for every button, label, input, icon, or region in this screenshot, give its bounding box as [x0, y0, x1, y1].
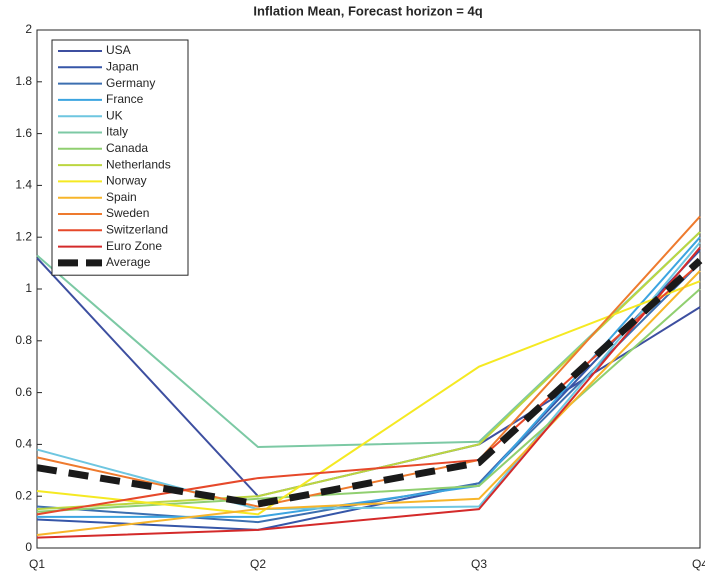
series-line — [36, 241, 701, 511]
x-tick-label: Q2 — [250, 557, 266, 571]
series-line — [36, 249, 701, 531]
legend-label: France — [106, 92, 144, 106]
legend-label: Spain — [106, 190, 137, 204]
legend-label: Netherlands — [106, 157, 171, 171]
series-line — [36, 257, 703, 508]
y-tick-label: 0.4 — [15, 437, 32, 451]
legend-label: Sweden — [106, 206, 149, 220]
series-line — [36, 270, 701, 537]
legend-label: Italy — [106, 125, 128, 139]
y-tick-label: 1.4 — [15, 178, 32, 192]
y-tick-label: 1 — [25, 281, 32, 295]
x-tick-label: Q3 — [471, 557, 487, 571]
y-tick-label: 1.8 — [15, 74, 32, 88]
series-line — [36, 280, 701, 516]
y-tick-label: 2 — [25, 22, 32, 36]
legend-label: Canada — [106, 141, 148, 155]
chart-title: Inflation Mean, Forecast horizon = 4q — [253, 3, 482, 18]
legend-label: USA — [106, 43, 131, 57]
legend-label: Japan — [106, 59, 139, 73]
legend-label: Germany — [106, 76, 155, 90]
series-line — [36, 288, 701, 513]
x-tick-label: Q1 — [29, 557, 45, 571]
y-tick-label: 1.2 — [15, 229, 32, 243]
series-line — [36, 262, 701, 516]
legend-label: Switzerland — [106, 222, 168, 236]
series-line — [36, 246, 701, 539]
y-tick-label: 0.6 — [15, 385, 32, 399]
legend-label: Euro Zone — [106, 239, 162, 253]
legend-box — [51, 39, 189, 276]
y-tick-label: 0.2 — [15, 488, 32, 502]
legend-label: Norway — [106, 174, 147, 188]
legend-label: Average — [106, 255, 151, 269]
legend-label: UK — [106, 108, 123, 122]
y-tick-label: 1.6 — [15, 126, 32, 140]
x-tick-label: Q4 — [692, 557, 705, 571]
y-tick-label: 0.8 — [15, 333, 32, 347]
y-tick-label: 0 — [25, 540, 32, 554]
